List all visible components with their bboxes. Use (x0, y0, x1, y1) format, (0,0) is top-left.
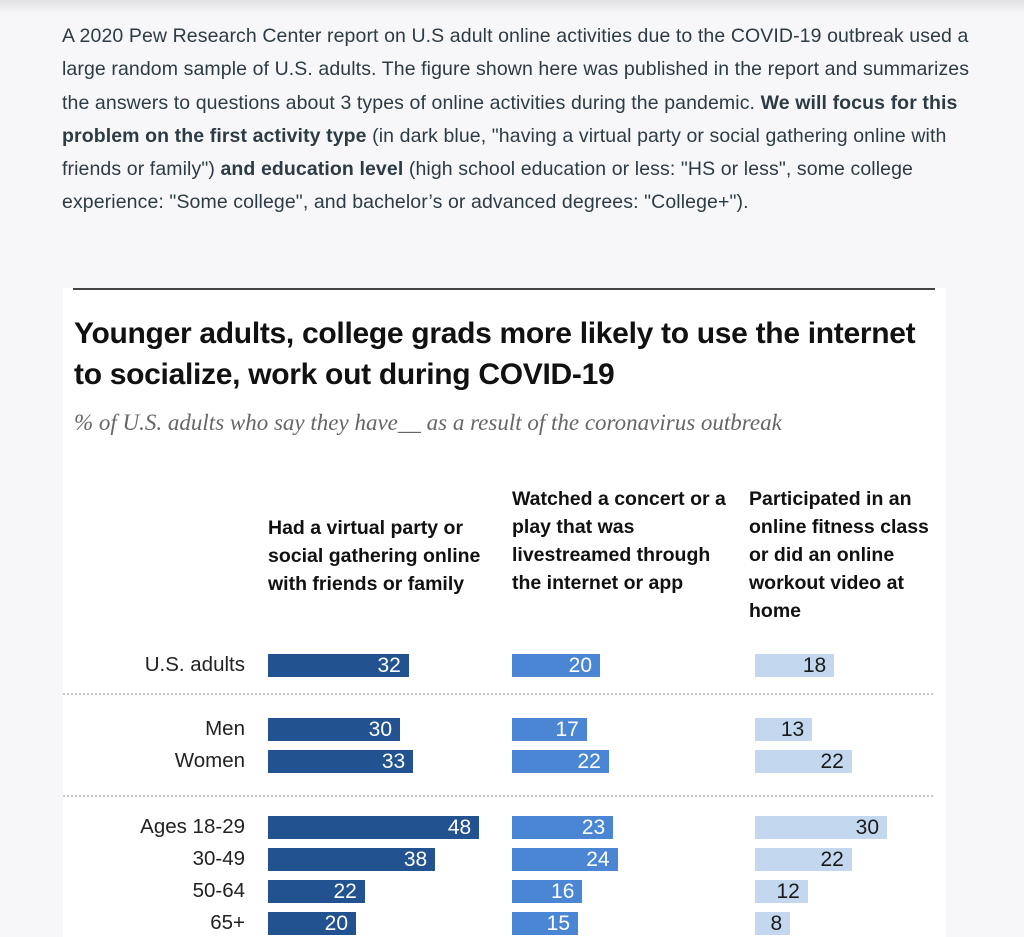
intro-bold-1: We will focus for this problem on the fi… (62, 91, 958, 147)
bar-virtual-party: 30 (268, 718, 400, 741)
row-label: 30-49 (192, 847, 245, 870)
bar-value-label: 16 (551, 880, 575, 903)
bar-concert: 15 (512, 912, 578, 935)
chart-top-rule (73, 288, 935, 290)
bar-value-label: 22 (577, 750, 601, 773)
bar-fitness: 30 (755, 816, 887, 839)
bar-value-label: 23 (581, 816, 606, 839)
row-label: Women (174, 749, 245, 772)
bar-fitness: 8 (755, 912, 791, 935)
row-label: Ages 18-29 (140, 815, 245, 838)
column-header-concert: Watched a concert or a play that was liv… (512, 488, 726, 594)
bar-fitness: 12 (755, 880, 808, 903)
bar-fitness: 13 (755, 718, 813, 741)
bar-value-label: 22 (820, 848, 844, 871)
bar-virtual-party: 48 (268, 816, 480, 839)
chart-panel: Younger adults, college grads more likel… (63, 288, 946, 937)
bar-value-label: 32 (377, 654, 401, 677)
chart-subtitle: % of U.S. adults who say they have__ as … (74, 410, 782, 435)
bar-virtual-party: 38 (268, 848, 436, 871)
intro-text-1: A 2020 Pew Research Center report on U.S… (62, 25, 970, 114)
row-label: 65+ (210, 911, 245, 934)
group-divider (63, 693, 933, 695)
intro-text-3: (high school education or less: "HS or l… (62, 158, 913, 214)
bar-virtual-party: 32 (268, 654, 409, 677)
bar-concert: 17 (512, 718, 587, 741)
column-header-virtual-party: Had a virtual party or social gathering … (268, 517, 481, 595)
chart-title: Younger adults, college grads more likel… (74, 317, 916, 391)
bar-value-label: 38 (403, 848, 428, 871)
bar-fitness: 18 (755, 654, 835, 677)
bar-value-label: 22 (333, 880, 357, 903)
bar-value-label: 33 (381, 750, 406, 773)
bar-value-label: 15 (546, 912, 570, 935)
group-divider (63, 795, 933, 797)
problem-intro-text: A 2020 Pew Research Center report on U.S… (62, 20, 982, 220)
bar-virtual-party: 33 (268, 750, 414, 773)
bar-value-label: 30 (368, 718, 392, 741)
bar-value-label: 12 (776, 880, 800, 903)
bar-concert: 20 (512, 654, 600, 677)
bar-value-label: 20 (324, 912, 348, 935)
bar-concert: 16 (512, 880, 583, 903)
top-shadow (0, 0, 1024, 14)
row-label: 50-64 (192, 879, 245, 902)
bar-value-label: 24 (586, 848, 610, 871)
bar-value-label: 8 (770, 912, 783, 935)
intro-bold-2: and education level (220, 158, 404, 181)
intro-text-2: (in dark blue, "having a virtual party o… (62, 124, 947, 181)
bar-value-label: 18 (802, 654, 827, 677)
bar-virtual-party: 22 (268, 880, 365, 903)
row-label: U.S. adults (144, 653, 245, 676)
bar-concert: 24 (512, 848, 618, 871)
bar-value-label: 48 (447, 816, 472, 839)
bar-value-label: 17 (555, 718, 579, 741)
bar-virtual-party: 20 (268, 912, 356, 935)
bar-value-label: 30 (855, 816, 879, 839)
bar-value-label: 13 (780, 718, 805, 741)
bar-value-label: 20 (568, 654, 592, 677)
row-label: Men (205, 717, 245, 740)
bar-fitness: 22 (755, 848, 852, 871)
bar-concert: 22 (512, 750, 609, 773)
column-header-fitness: Participated in an online fitness class … (749, 488, 929, 622)
bar-value-label: 22 (820, 750, 844, 773)
bar-concert: 23 (512, 816, 614, 839)
bar-fitness: 22 (755, 750, 852, 773)
